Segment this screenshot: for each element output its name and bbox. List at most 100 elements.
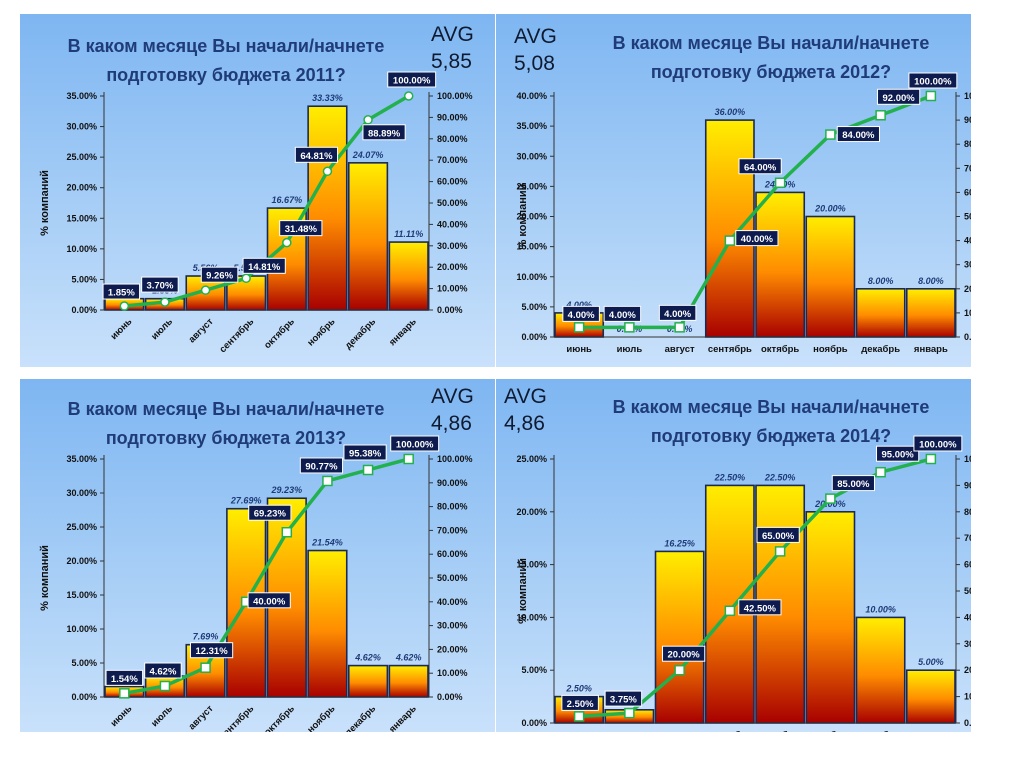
x-tick-label: июль <box>617 344 643 355</box>
x-tick-label: июнь <box>566 344 592 355</box>
bar-value-label: 16.25% <box>664 538 695 548</box>
bar-value-label: 5.00% <box>918 657 944 667</box>
y2-tick-label: 90.00% <box>437 478 468 488</box>
y2-tick-label: 100.00% <box>437 454 473 464</box>
y-tick-label: 35.00% <box>66 454 97 464</box>
y-tick-label: 10.00% <box>516 272 547 282</box>
x-tick-label: сентябрь <box>217 316 256 355</box>
line-point <box>774 177 786 189</box>
line-value-label: 100.00% <box>396 440 434 451</box>
bar <box>755 191 806 338</box>
chart-title-line-1: В каком месяце Вы начали/начнете <box>67 36 385 56</box>
line-point <box>875 466 886 478</box>
cumulative-line <box>579 94 932 330</box>
line-value-box <box>561 694 599 711</box>
chart-panel-2011: В каком месяце Вы начали/начнете подгото… <box>20 14 495 367</box>
line-value-label: 4.00% <box>609 310 636 321</box>
y2-tick-label: 70.00% <box>964 163 971 173</box>
line-value-box <box>200 266 239 283</box>
y2-tick-label: 20.00% <box>964 665 971 675</box>
x-tick-label: июнь <box>109 703 135 729</box>
line-value-label: 88.89% <box>368 128 401 139</box>
bar-value-label: 22.50% <box>714 472 746 482</box>
bar-value-label: 8.00% <box>918 276 944 286</box>
y2-tick-label: 40.00% <box>964 612 971 622</box>
y-tick-label: 10.00% <box>66 624 97 634</box>
bar <box>347 664 389 698</box>
line-point <box>403 453 414 465</box>
y-tick-label: 20.00% <box>66 183 97 193</box>
y2-tick-label: 70.00% <box>437 155 468 165</box>
line-value-box <box>343 444 387 461</box>
line-value-box <box>141 276 179 293</box>
line-value-label: 14.81% <box>248 262 281 273</box>
y2-tick-label: 30.00% <box>437 621 468 631</box>
y-tick-label: 30.00% <box>66 122 97 132</box>
line-point <box>363 115 373 125</box>
line-point <box>241 273 251 284</box>
line-point <box>925 90 937 102</box>
y2-tick-label: 50.00% <box>437 198 468 208</box>
y2-tick-label: 90.00% <box>964 480 971 490</box>
y-tick-label: 0.00% <box>71 692 97 702</box>
line-point <box>119 301 130 311</box>
bar <box>805 511 856 724</box>
line-value-label: 40.00% <box>741 234 774 245</box>
line-value-box <box>738 599 782 616</box>
line-point <box>282 237 292 248</box>
y-axis-title: % компаний <box>517 184 529 250</box>
bar <box>347 162 389 311</box>
chart-title-line-2: подготовку бюджета 2011? <box>106 65 346 85</box>
x-tick-label: январь <box>387 316 419 348</box>
y-tick-label: 25.00% <box>516 454 547 464</box>
y-tick-label: 5.00% <box>521 665 547 675</box>
y2-tick-label: 30.00% <box>964 260 971 270</box>
y-tick-label: 30.00% <box>66 488 97 498</box>
x-tick-label: июнь <box>109 316 135 342</box>
bar-value-label: 24.07% <box>352 150 384 160</box>
y-tick-label: 5.00% <box>521 302 547 312</box>
chart-title: В каком месяце Вы начали/начнете подгото… <box>576 29 966 87</box>
line-point <box>573 711 585 722</box>
line-value-label: 3.70% <box>146 281 173 292</box>
y2-tick-label: 30.00% <box>964 639 971 649</box>
line-value-box <box>877 88 921 105</box>
y2-tick-label: 10.00% <box>964 692 971 702</box>
bar-value-label: 16.67% <box>272 195 303 205</box>
chart-svg: 0.00% 5.00% 10.00% 15.00% 20.00% 25.00% 30.00%… <box>39 435 473 732</box>
avg-value: 5,85 <box>431 50 472 73</box>
x-tick-label: ноябрь <box>305 316 337 348</box>
line-value-box <box>102 283 141 300</box>
y2-tick-label: 10.00% <box>437 668 468 678</box>
line-point <box>875 110 886 121</box>
avg-label: AVG <box>514 25 557 48</box>
line-point <box>160 297 170 307</box>
line-value-label: 9.26% <box>206 271 233 282</box>
avg-indicator: AVG 4,86 <box>504 383 547 437</box>
bar-value-label: 4.62% <box>395 653 422 663</box>
y2-tick-label: 90.00% <box>964 115 971 125</box>
line-value-label: 69.23% <box>254 509 287 520</box>
y2-tick-label: 80.00% <box>964 139 971 149</box>
bar-value-label: 22.50% <box>764 472 796 482</box>
line-value-box <box>831 475 875 492</box>
line-point <box>774 546 786 557</box>
line-value-box <box>362 124 406 141</box>
y2-tick-label: 0.00% <box>437 692 463 702</box>
chart-panel-2012: AVG 5,08 В каком месяце Вы начали/начнет… <box>496 14 971 367</box>
chart-title: В каком месяце Вы начали/начнете подгото… <box>20 32 432 90</box>
avg-value: 4,86 <box>504 412 545 435</box>
y-tick-label: 15.00% <box>516 242 547 252</box>
y2-tick-label: 90.00% <box>437 112 468 122</box>
line-value-label: 1.54% <box>111 674 138 685</box>
line-point <box>674 322 685 333</box>
x-tick-label: сентябрь <box>217 703 256 732</box>
y2-tick-label: 70.00% <box>964 533 971 543</box>
x-tick-label: июнь <box>566 730 592 732</box>
line-value-box <box>913 435 963 452</box>
y-tick-label: 25.00% <box>66 152 97 162</box>
bar <box>855 616 906 724</box>
line-point <box>674 664 685 676</box>
x-tick-label: июль <box>149 703 175 729</box>
chart-svg: 0.00% 5.00% 10.00% 15.00% 20.00% 25.00% 30.00%… <box>39 71 473 355</box>
